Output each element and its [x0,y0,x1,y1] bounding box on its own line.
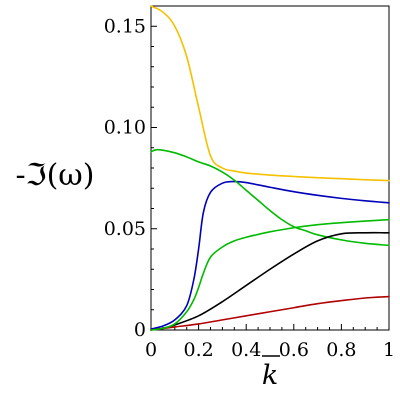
x-axis-label: k [262,360,278,391]
x-tick-label: 1 [383,339,395,361]
series-line-6 [150,218,390,331]
y-tick-label: 0 [134,319,146,341]
axes: 0 0.05 0.10 0.15 0 0.2 0.4 0.6 0.8 1 [104,15,395,361]
series-line-4 [150,231,390,331]
y-tick-label: 0.10 [104,117,146,139]
x-tick-label: 0.8 [326,339,356,361]
series-line-2 [150,180,390,330]
x-tick-label: 0.4 [231,339,261,361]
y-tick-label: 0.05 [104,218,146,240]
y-axis-label: -ℑ(ω) [16,158,95,193]
y-tick-label: 0.15 [104,15,146,37]
series-layer [150,5,390,331]
x-tick-label: 0 [145,339,157,361]
series-line-1 [150,5,390,182]
series-line-3 [150,148,390,247]
x-tick-label: 0.6 [279,339,309,361]
x-tick-label: 0.2 [183,339,213,361]
series-line-5 [150,295,390,331]
